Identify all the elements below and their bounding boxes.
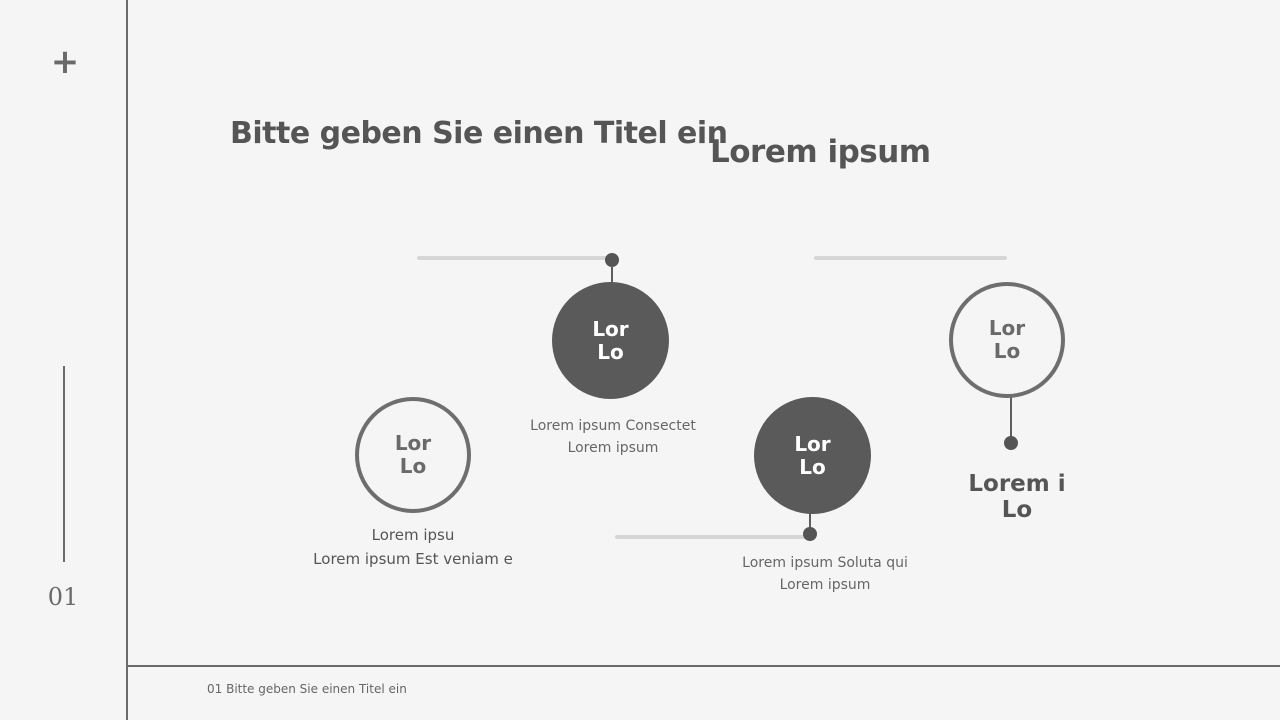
node-2-caption: Lorem ipsum Consectet Lorem ipsum (503, 415, 723, 459)
diagram-node-4: Lor Lo (949, 282, 1065, 398)
node-3-label: Lor Lo (794, 431, 831, 479)
node-2-label: Lor Lo (592, 316, 629, 364)
node-1-label: Lor Lo (394, 431, 432, 478)
page-title: Bitte geben Sie einen Titel ein (230, 116, 728, 151)
node-1-caption: Lorem ipsu Lorem ipsum Est veniam e (290, 523, 536, 571)
node-2-caption-line-2: Lorem ipsum (567, 440, 659, 456)
node-3-stem (809, 513, 811, 529)
node-2-dot (605, 253, 619, 267)
footer-text: 01 Bitte geben Sie einen Titel ein (207, 682, 407, 696)
node-3-caption: Lorem ipsum Soluta qui Lorem ipsum (714, 552, 936, 596)
node-4-dot (1004, 436, 1018, 450)
node-2-caption-line-1: Lorem ipsum Consectet (530, 418, 696, 434)
node-1-caption-line-2: Lorem ipsum Est veniam e (313, 550, 513, 568)
connector-line-top-left (417, 256, 612, 260)
plus-icon: + (50, 42, 80, 82)
node-3-dot (803, 527, 817, 541)
node-3-caption-line-2: Lorem ipsum (779, 577, 871, 593)
node-2-stem (611, 266, 613, 283)
node-1-caption-line-1: Lorem ipsu (371, 526, 455, 544)
node-3-caption-line-1: Lorem ipsum Soluta qui (742, 555, 908, 571)
page-subtitle: Lorem ipsum (710, 134, 931, 170)
node-4-label: Lor Lo (988, 316, 1026, 363)
sidebar-vertical-bar (63, 366, 65, 562)
diagram-node-3: Lor Lo (754, 397, 871, 514)
bottom-frame-line (126, 665, 1280, 667)
diagram-node-2: Lor Lo (552, 282, 669, 399)
connector-line-bottom (615, 535, 810, 539)
connector-line-top-right (814, 256, 1007, 260)
node-4-bold-caption: Lorem i Lo (968, 471, 1066, 523)
diagram-node-1: Lor Lo (355, 397, 471, 513)
page-number: 01 (47, 583, 79, 611)
node-4-stem (1010, 396, 1012, 438)
left-frame-line (126, 0, 128, 720)
